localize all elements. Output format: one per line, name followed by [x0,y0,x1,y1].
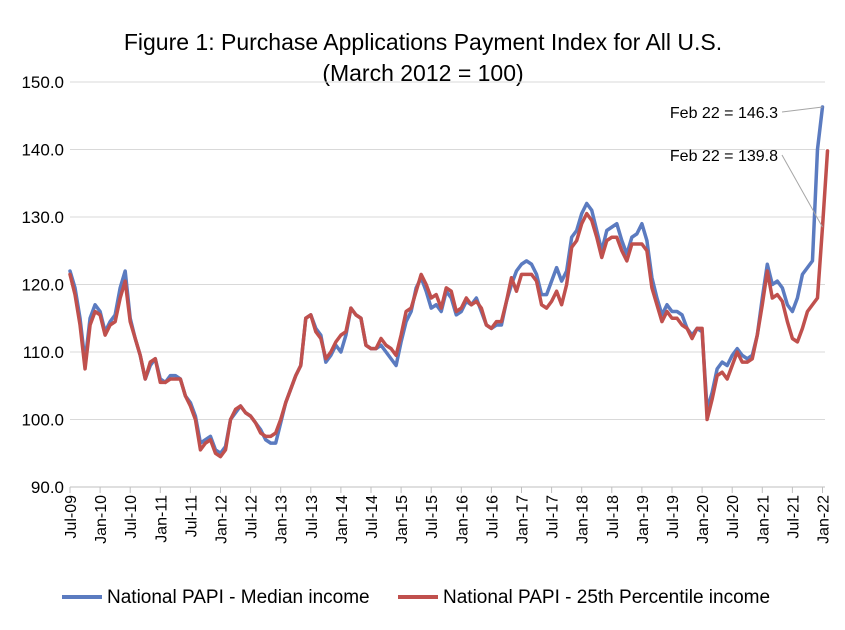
x-tick-label: Jan-10 [93,495,110,544]
x-tick-label: Jul-15 [424,495,441,539]
x-tick-label: Jul-18 [605,495,622,539]
y-tick-label: 120.0 [21,276,64,295]
y-tick-label: 110.0 [23,343,64,362]
x-tick-label: Jan-13 [274,495,291,544]
annotation-leader [781,154,823,228]
series-line-2 [68,149,830,459]
x-tick-label: Jan-22 [815,495,832,544]
y-axis-ticks: 90.0 100.0 110.0 120.0 130.0 140.0 150.0 [21,73,64,497]
x-tick-label: Jul-21 [785,495,802,539]
x-tick-label: Jul-20 [725,495,742,539]
annotation-label: Feb 22 = 139.8 [670,148,778,165]
chart-title-line-1: Figure 1: Purchase Applications Payment … [124,29,722,55]
x-tick-label: Jan-18 [575,495,592,544]
x-tick-label: Jul-16 [484,495,501,539]
x-tick-label: Jan-17 [514,495,531,544]
y-tick-label: 100.0 [21,411,64,430]
x-tick-label: Jan-20 [695,495,712,544]
y-tick-label: 140.0 [21,141,64,160]
y-tick-label: 150.0 [21,73,64,92]
x-tick-label: Jan-12 [213,495,230,544]
x-tick-label: Jul-14 [364,495,381,539]
x-tick-label: Jul-13 [304,495,321,539]
y-tick-label: 130.0 [21,208,64,227]
annotations: Feb 22 = 146.3 Feb 22 = 139.8 [670,105,823,228]
x-tick-label: Jul-10 [123,495,140,539]
annotation-label: Feb 22 = 146.3 [670,105,778,122]
x-tick-label: Jul-12 [244,495,261,539]
x-tick-label: Jan-21 [755,495,772,544]
x-tick-label: Jan-16 [454,495,471,544]
x-tick-label: Jan-14 [334,495,351,544]
x-tick-label: Jul-17 [545,495,562,539]
x-axis-ticks: Jul-09 Jan-10 Jul-10 Jan-11 Jul-11 Jan-12 Jul-… [63,487,832,544]
x-tick-label: Jan-15 [394,495,411,544]
series-lines [68,105,830,459]
legend-label: National PAPI - Median income [107,587,370,608]
y-tick-label: 90.0 [31,478,64,497]
x-tick-label: Jul-11 [183,495,200,537]
x-tick-label: Jan-19 [635,495,652,544]
x-tick-label: Jul-19 [665,495,682,539]
x-tick-label: Jul-09 [63,495,80,539]
gridlines [70,81,825,420]
legend-label: National PAPI - 25th Percentile income [443,587,770,608]
annotation-leader [781,106,823,113]
legend: National PAPI - Median income National PA… [62,587,770,608]
x-tick-label: Jan-11 [153,495,170,543]
